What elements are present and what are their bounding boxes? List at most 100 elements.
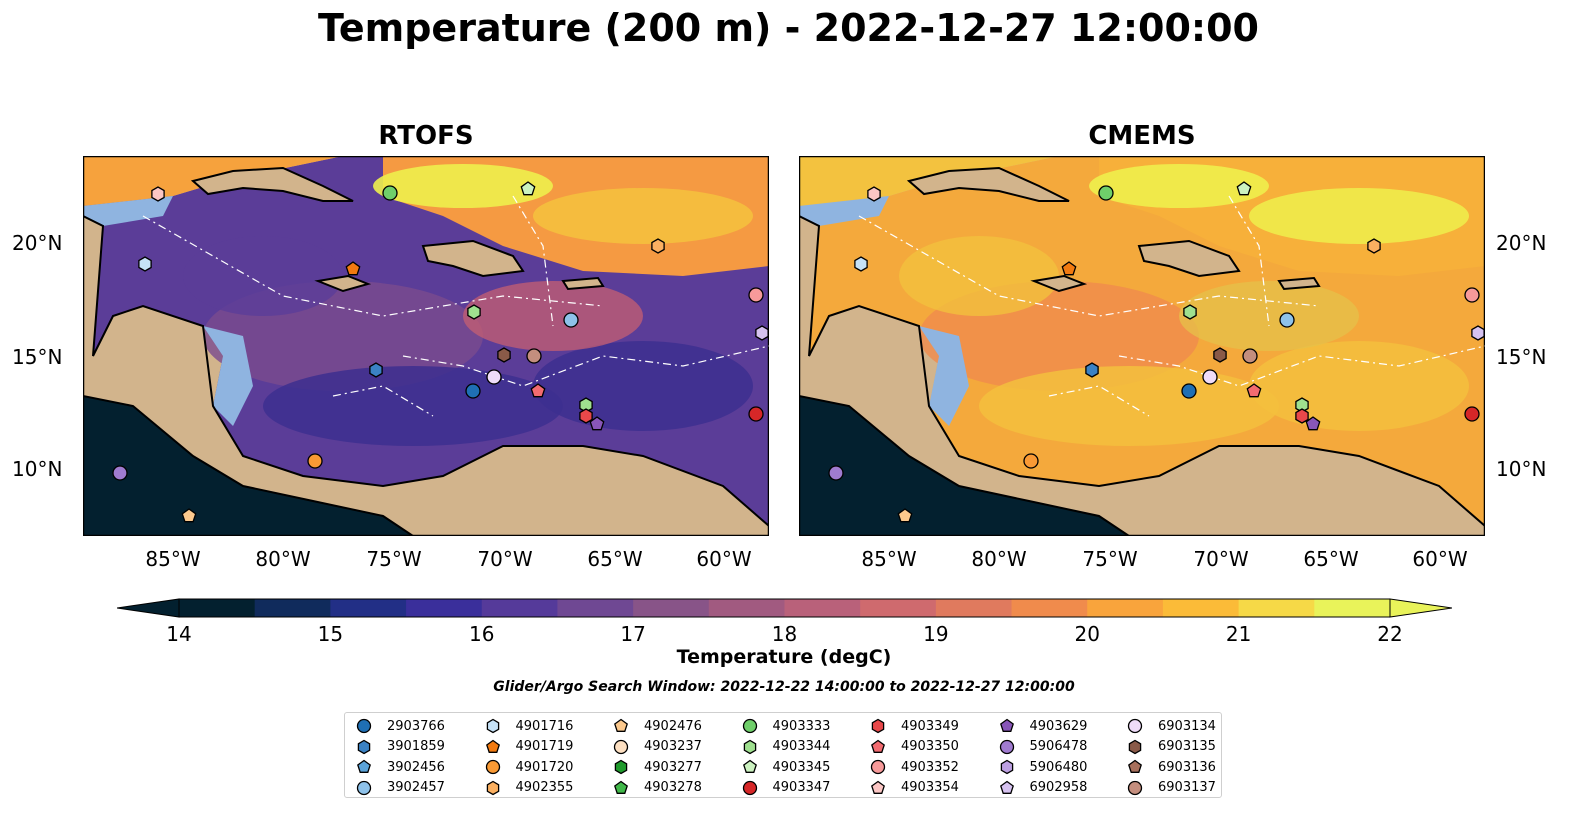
legend-label: 4903333 bbox=[772, 718, 831, 734]
float-marker bbox=[530, 383, 546, 398]
colorbar-segment bbox=[481, 599, 558, 617]
legend-label: 4903347 bbox=[772, 780, 831, 795]
legend-label: 6903137 bbox=[1158, 780, 1216, 795]
jamaica bbox=[1030, 274, 1088, 293]
shelf bbox=[83, 196, 173, 236]
warm-core bbox=[1089, 164, 1269, 208]
lon-label-75w-left: 75°W bbox=[366, 547, 422, 571]
puerto-rico bbox=[1277, 276, 1321, 291]
circle-marker-icon bbox=[356, 718, 372, 734]
legend-marker bbox=[871, 718, 885, 734]
cuba bbox=[190, 166, 354, 202]
float-marker bbox=[1202, 369, 1218, 385]
legend-marker bbox=[614, 780, 628, 794]
figure-title: Temperature (200 m) - 2022-12-27 12:00:0… bbox=[317, 6, 1259, 50]
float-marker bbox=[526, 348, 542, 364]
float-marker bbox=[1242, 348, 1258, 364]
lon-label-80w-right: 80°W bbox=[971, 547, 1027, 571]
pentagon-marker-icon bbox=[999, 718, 1014, 732]
legend-marker bbox=[742, 780, 757, 795]
float-marker bbox=[382, 185, 398, 201]
float-marker bbox=[369, 362, 383, 378]
legend-item: 4903629 bbox=[998, 716, 1088, 736]
legend-item: 6903135 bbox=[1126, 737, 1216, 757]
hexagon-marker-icon bbox=[743, 739, 756, 754]
colorbar-tick-label: 19 bbox=[923, 622, 949, 646]
legend-marker bbox=[613, 739, 629, 754]
legend-item: 6903137 bbox=[1126, 778, 1216, 798]
circle-marker-icon bbox=[356, 780, 372, 795]
yucatan-shelf bbox=[203, 326, 253, 426]
pentagon-marker-icon bbox=[1128, 759, 1142, 773]
float-marker bbox=[1471, 325, 1485, 341]
pentagon-marker-icon bbox=[614, 718, 628, 732]
temperature-colorbar bbox=[117, 598, 1452, 618]
float-marker bbox=[867, 186, 881, 202]
legend-marker bbox=[999, 718, 1014, 732]
eez-boundaries bbox=[858, 195, 1485, 417]
lon-label-80w-left: 80°W bbox=[255, 547, 311, 571]
lat-label-10n-right: 10°N bbox=[1496, 457, 1547, 481]
legend-item: 3902457 bbox=[355, 778, 445, 798]
float-marker bbox=[1181, 383, 1197, 399]
colorbar-label: Temperature (degC) bbox=[676, 646, 892, 668]
legend-label: 4903352 bbox=[901, 759, 959, 775]
legend-item: 6903134 bbox=[1126, 716, 1216, 736]
rtofs-temperature-map bbox=[83, 156, 769, 536]
cmems-temperature-map bbox=[799, 156, 1485, 536]
float-marker bbox=[1023, 453, 1039, 469]
legend-item: 4903345 bbox=[741, 757, 830, 777]
legend-label: 4903629 bbox=[1029, 718, 1088, 734]
legend-label: 6903135 bbox=[1158, 739, 1216, 754]
legend-label: 4901720 bbox=[515, 759, 574, 775]
circle-marker-icon bbox=[742, 718, 757, 734]
warm-core bbox=[533, 188, 753, 244]
lat-label-15n-right: 15°N bbox=[1496, 345, 1547, 369]
legend-marker bbox=[743, 739, 756, 754]
legend-label: 4903278 bbox=[644, 780, 702, 795]
colorbar-segment bbox=[406, 599, 483, 617]
legend-item: 4903333 bbox=[741, 716, 831, 736]
pentagon-marker-icon bbox=[742, 759, 757, 773]
colorbar-tick-label: 20 bbox=[1074, 622, 1100, 646]
temperature-blob bbox=[263, 366, 563, 446]
float-marker bbox=[467, 304, 481, 320]
hexagon-marker-icon bbox=[871, 718, 885, 734]
pentagon-marker-icon bbox=[357, 759, 371, 773]
legend-marker bbox=[485, 739, 500, 753]
lon-label-70w-left: 70°W bbox=[477, 547, 533, 571]
circle-marker-icon bbox=[485, 759, 500, 775]
float-marker bbox=[151, 186, 165, 202]
colorbar-segment bbox=[1162, 599, 1240, 617]
lat-label-15n-left: 15°N bbox=[12, 345, 63, 369]
lon-label-85w-right: 85°W bbox=[861, 547, 917, 571]
float-marker bbox=[1464, 287, 1480, 303]
colorbar-tick-label: 16 bbox=[469, 622, 495, 646]
legend-marker bbox=[614, 718, 628, 732]
float-marker bbox=[307, 453, 323, 469]
lat-label-20n-left: 20°N bbox=[12, 231, 63, 255]
colorbar-segment bbox=[330, 599, 407, 617]
legend-label: 4901716 bbox=[515, 718, 574, 734]
colorbar-tick-label: 14 bbox=[166, 622, 192, 646]
circle-marker-icon bbox=[1127, 718, 1143, 734]
float-marker bbox=[497, 347, 511, 363]
temperature-blob bbox=[463, 281, 643, 351]
colorbar-segment bbox=[557, 599, 634, 617]
pentagon-marker-icon bbox=[871, 739, 885, 753]
legend-label: 5906478 bbox=[1029, 739, 1088, 754]
puerto-rico bbox=[561, 276, 605, 291]
hexagon-marker-icon bbox=[486, 718, 499, 734]
temperature-blob bbox=[183, 236, 343, 316]
legend-label: 4903344 bbox=[772, 739, 831, 754]
colorbar-segment bbox=[708, 599, 785, 617]
legend-item: 4903352 bbox=[869, 757, 959, 777]
float-marker bbox=[1295, 408, 1309, 424]
legend-label: 6903136 bbox=[1158, 759, 1216, 775]
legend-marker bbox=[1127, 718, 1143, 734]
legend-marker bbox=[356, 780, 372, 795]
colorbar-segment bbox=[1087, 599, 1164, 617]
legend-marker bbox=[999, 739, 1014, 754]
float-marker bbox=[748, 287, 764, 303]
legend-item: 4903354 bbox=[869, 778, 959, 798]
